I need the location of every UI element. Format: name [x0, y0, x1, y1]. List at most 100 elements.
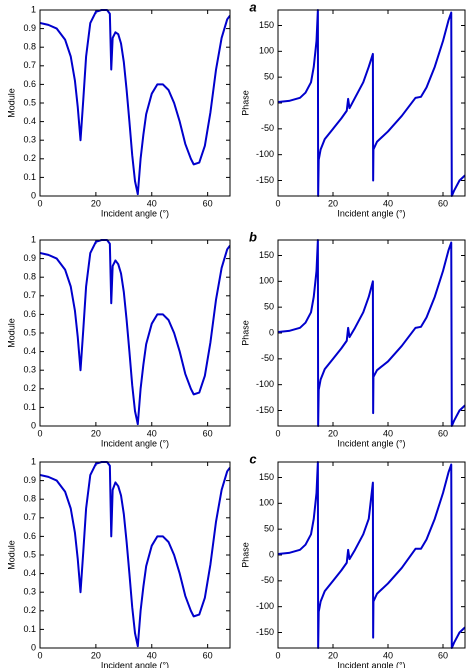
y-tick-label: 0 [269, 327, 274, 337]
x-axis-label: Incident angle (°) [101, 438, 169, 448]
y-tick-label: 0 [269, 97, 274, 107]
y-tick-label: 0.4 [23, 116, 36, 126]
y-tick-label: 0.1 [23, 172, 36, 182]
axes-frame [39, 461, 231, 649]
x-tick-label: 0 [275, 650, 280, 660]
curve [40, 461, 230, 648]
x-axis-label: Incident angle (°) [101, 208, 169, 218]
x-tick-label: 20 [328, 428, 338, 438]
y-tick-label: 150 [259, 250, 274, 260]
y-tick-label: 0.7 [23, 290, 36, 300]
y-tick-label: -50 [261, 353, 274, 363]
y-tick-label: 1 [31, 4, 36, 14]
x-tick-label: 0 [37, 650, 42, 660]
axes-frame [277, 239, 466, 427]
y-tick-label: 0.5 [23, 327, 36, 337]
y-tick-label: -100 [256, 601, 274, 611]
y-tick-label: 0.9 [23, 475, 36, 485]
y-tick-label: 1 [31, 234, 36, 244]
axes-frame [277, 9, 466, 197]
subplot: -150 -100 -50 0 50 100 150 0 20 40 60 Incident angl… [240, 451, 466, 668]
x-tick-label: 60 [203, 198, 213, 208]
x-tick-label: 40 [383, 428, 393, 438]
y-tick-label: 0.7 [23, 512, 36, 522]
x-tick-label: 0 [37, 198, 42, 208]
curve [278, 9, 465, 197]
y-axis-label: Phase [240, 320, 250, 346]
curve [40, 9, 230, 196]
x-tick-label: 40 [383, 650, 393, 660]
y-tick-label: 0.6 [23, 531, 36, 541]
y-tick-label: 0.9 [23, 253, 36, 263]
x-axis-label: Incident angle (°) [101, 660, 169, 668]
y-tick-label: -50 [261, 575, 274, 585]
x-tick-label: 20 [328, 650, 338, 660]
y-tick-label: 0.5 [23, 97, 36, 107]
curve [278, 239, 465, 427]
y-tick-label: -150 [256, 175, 274, 185]
y-tick-label: -50 [261, 123, 274, 133]
x-tick-label: 20 [328, 198, 338, 208]
x-axis-label: Incident angle (°) [337, 438, 405, 448]
y-tick-label: 0.2 [23, 605, 36, 615]
x-tick-label: 40 [147, 650, 157, 660]
x-tick-label: 20 [91, 428, 101, 438]
y-tick-label: 50 [264, 524, 274, 534]
y-tick-label: 100 [259, 276, 274, 286]
y-axis-label: Module [6, 88, 16, 118]
curve [278, 461, 465, 649]
y-tick-label: 0 [31, 642, 36, 652]
y-tick-label: -100 [256, 379, 274, 389]
y-tick-label: 50 [264, 72, 274, 82]
y-tick-label: -100 [256, 149, 274, 159]
y-tick-label: 100 [259, 46, 274, 56]
y-tick-label: 150 [259, 472, 274, 482]
y-tick-label: 0.3 [23, 135, 36, 145]
x-tick-label: 0 [275, 198, 280, 208]
y-tick-label: 0.8 [23, 42, 36, 52]
x-tick-label: 0 [275, 428, 280, 438]
x-tick-label: 40 [383, 198, 393, 208]
axes-frame [277, 461, 466, 649]
panel-label: c [249, 451, 257, 466]
y-axis-label: Module [6, 540, 16, 570]
y-tick-label: 50 [264, 302, 274, 312]
y-tick-label: -150 [256, 627, 274, 637]
y-tick-label: 0.3 [23, 365, 36, 375]
x-axis-label: Incident angle (°) [337, 208, 405, 218]
y-axis-label: Module [6, 318, 16, 348]
y-tick-label: 150 [259, 20, 274, 30]
y-tick-label: 0 [31, 190, 36, 200]
subplot: 0 0.1 0.2 0.3 0.4 0.5 0.6 0.7 0.8 0.9 1 0 20 40 60 Inci… [6, 4, 231, 218]
subplot: -150 -100 -50 0 50 100 150 0 20 40 60 Incident angl… [240, 0, 466, 218]
x-tick-label: 20 [91, 650, 101, 660]
x-tick-label: 60 [438, 198, 448, 208]
x-tick-label: 60 [438, 650, 448, 660]
y-tick-label: 0.4 [23, 568, 36, 578]
y-tick-label: 0.5 [23, 549, 36, 559]
axes-frame [39, 9, 231, 197]
curve [40, 239, 230, 426]
y-tick-label: 0.9 [23, 23, 36, 33]
y-tick-label: 0.4 [23, 346, 36, 356]
panel-label: a [249, 0, 256, 14]
panel-label: b [249, 229, 257, 244]
y-tick-label: 0 [269, 549, 274, 559]
subplot: 0 0.1 0.2 0.3 0.4 0.5 0.6 0.7 0.8 0.9 1 0 20 40 60 Inci… [6, 456, 231, 668]
subplot: 0 0.1 0.2 0.3 0.4 0.5 0.6 0.7 0.8 0.9 1 0 20 40 60 Inci… [6, 234, 231, 448]
y-tick-label: -150 [256, 405, 274, 415]
y-tick-label: 0.1 [23, 624, 36, 634]
y-tick-label: 0.8 [23, 272, 36, 282]
x-tick-label: 60 [438, 428, 448, 438]
x-axis-label: Incident angle (°) [337, 660, 405, 668]
x-tick-label: 0 [37, 428, 42, 438]
x-tick-label: 20 [91, 198, 101, 208]
y-axis-label: Phase [240, 542, 250, 568]
x-tick-label: 40 [147, 428, 157, 438]
y-tick-label: 0 [31, 420, 36, 430]
y-tick-label: 0.3 [23, 587, 36, 597]
y-tick-label: 0.7 [23, 60, 36, 70]
y-tick-label: 0.2 [23, 383, 36, 393]
y-tick-label: 0.2 [23, 153, 36, 163]
